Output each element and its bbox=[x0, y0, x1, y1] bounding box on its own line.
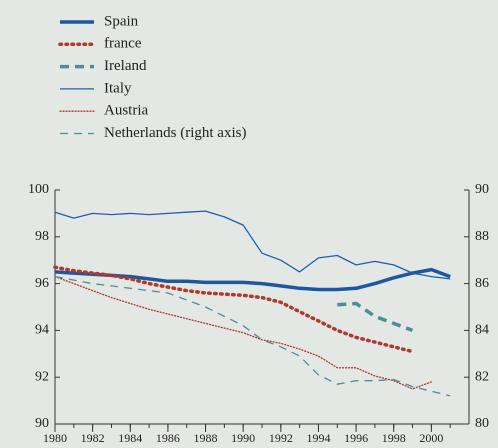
series-line bbox=[54, 275, 451, 397]
legend-label: Spain bbox=[104, 13, 139, 29]
x-tick-label: 1986 bbox=[156, 431, 180, 445]
y2-tick-label: 84 bbox=[475, 323, 489, 338]
x-tick-label: 2000 bbox=[419, 431, 443, 445]
legend-label: Italy bbox=[104, 80, 132, 96]
series-line bbox=[53, 265, 415, 354]
x-tick-label: 1998 bbox=[382, 431, 406, 445]
y2-tick-label: 80 bbox=[475, 416, 489, 431]
legend-label: Ireland bbox=[104, 58, 147, 74]
x-tick-label: 1990 bbox=[231, 431, 255, 445]
y2-tick-label: 86 bbox=[475, 276, 489, 291]
series-line bbox=[337, 301, 414, 333]
x-tick-label: 1992 bbox=[269, 431, 293, 445]
legend-label: Netherlands (right axis) bbox=[104, 125, 246, 141]
x-tick-label: 1984 bbox=[118, 431, 142, 445]
y-tick-label: 100 bbox=[28, 182, 49, 197]
y-tick-label: 94 bbox=[35, 323, 49, 338]
x-tick-label: 1982 bbox=[81, 431, 105, 445]
y-tick-label: 92 bbox=[35, 369, 49, 384]
x-tick-label: 1988 bbox=[194, 431, 218, 445]
legend-label: Austria bbox=[104, 103, 149, 119]
series-line bbox=[54, 210, 451, 280]
y-tick-label: 98 bbox=[35, 229, 49, 244]
y2-tick-label: 88 bbox=[475, 229, 489, 244]
x-tick-label: 1996 bbox=[344, 431, 368, 445]
y2-tick-label: 90 bbox=[475, 182, 489, 197]
y-tick-label: 90 bbox=[35, 416, 49, 431]
series-line bbox=[54, 275, 433, 390]
y-tick-label: 96 bbox=[35, 276, 49, 291]
legend-label: france bbox=[104, 36, 142, 52]
x-tick-label: 1994 bbox=[306, 431, 330, 445]
x-tick-label: 1980 bbox=[43, 431, 67, 445]
y2-tick-label: 82 bbox=[475, 369, 489, 384]
